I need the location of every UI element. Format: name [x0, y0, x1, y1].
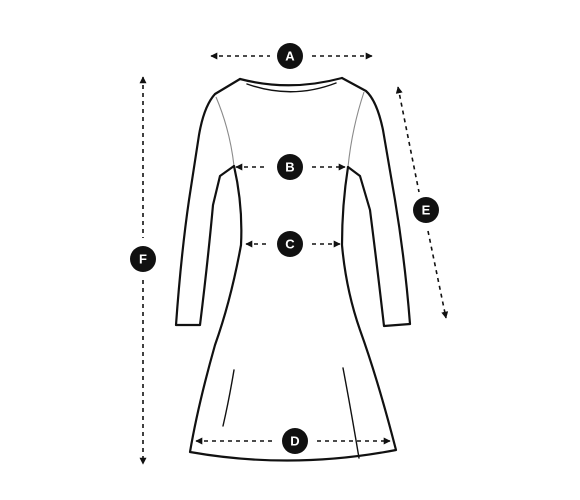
left-armhole-seam	[215, 96, 235, 167]
marker-b-badge: B	[277, 154, 303, 180]
marker-d-label: D	[290, 434, 299, 449]
measurement-e: E	[395, 86, 449, 319]
measurement-b: B	[235, 154, 346, 180]
neckline-inner	[246, 82, 337, 93]
skirt-fold-right	[342, 367, 360, 459]
measurement-f: F	[130, 76, 156, 465]
skirt-fold-left	[222, 369, 235, 427]
dress-body	[188, 164, 398, 462]
neckline	[238, 76, 344, 87]
left-sleeve	[174, 77, 242, 327]
right-armhole-seam	[347, 91, 365, 168]
marker-e-badge: E	[413, 197, 439, 223]
marker-c-label: C	[285, 237, 295, 252]
marker-b-label: B	[285, 160, 294, 175]
right-sleeve	[340, 76, 412, 328]
marker-c-badge: C	[277, 231, 303, 257]
marker-f-label: F	[139, 252, 147, 267]
dress-outline	[174, 76, 412, 462]
marker-a-label: A	[285, 49, 295, 64]
marker-d-badge: D	[282, 428, 308, 454]
measurement-c: C	[245, 231, 341, 257]
measurement-a: A	[210, 43, 373, 69]
marker-a-badge: A	[277, 43, 303, 69]
measurement-d: D	[195, 428, 391, 454]
marker-f-badge: F	[130, 246, 156, 272]
marker-e-label: E	[422, 203, 431, 218]
